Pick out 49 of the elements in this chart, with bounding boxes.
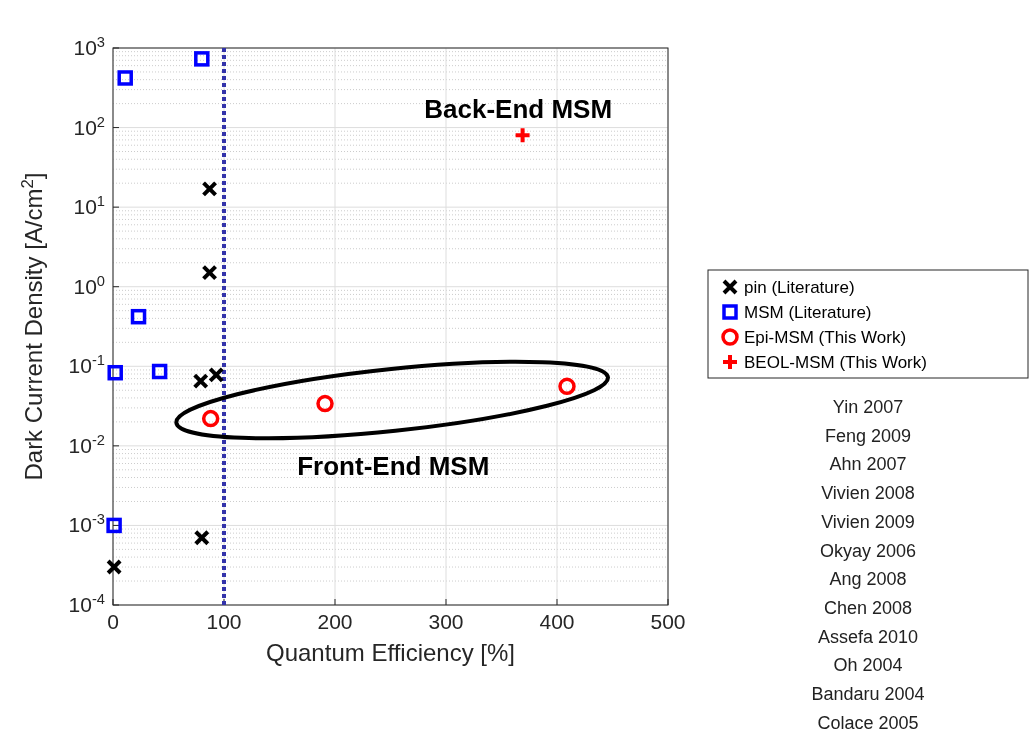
x-axis-title: Quantum Efficiency [%]: [266, 639, 515, 666]
y-tick-label: 10$^{1}$: [73, 193, 105, 219]
text: Yin 2007: [832, 397, 904, 417]
text: Okyay 2006: [819, 540, 917, 561]
y-tick-label: 10$^{-1}$: [68, 352, 105, 378]
legend-label: pin (Literature): [744, 278, 855, 297]
point: [201, 264, 218, 281]
text: Bandaru 2004: [811, 684, 925, 704]
point: [316, 394, 334, 413]
point: [106, 517, 122, 534]
y-tick-label: 10$^{-4}$: [68, 591, 105, 616]
point: [513, 126, 532, 145]
text: Assefa 2010: [817, 626, 919, 647]
text: Ahn 2007: [829, 454, 907, 475]
x-tick-label: 200: [317, 610, 353, 633]
point: [192, 373, 209, 390]
point: [201, 180, 218, 197]
y-tick-label: 10$^{-2}$: [68, 431, 105, 457]
point: [193, 529, 210, 546]
y-tick-label: 10$^{2}$: [73, 113, 105, 139]
point: [130, 308, 147, 325]
point: [106, 559, 123, 576]
text: Oh 2004: [833, 655, 903, 676]
legend-label: MSM (Literature): [744, 303, 872, 322]
annotation: Back-End MSM: [424, 94, 613, 125]
y-tick-label: 10$^{3}$: [73, 34, 105, 59]
x-tick-label: 400: [539, 610, 575, 633]
x-tick-label: 500: [650, 610, 686, 633]
x-tick-label: 0: [107, 610, 119, 633]
text: Ang 2008: [829, 569, 907, 590]
point: [151, 363, 168, 380]
text: Vivien 2008: [821, 483, 915, 504]
x-tick-label: 300: [428, 610, 464, 633]
point: [558, 377, 576, 396]
point: [107, 364, 123, 381]
point: [201, 409, 220, 428]
point: [117, 70, 133, 86]
text: Colace 2005: [817, 712, 919, 732]
text: Chen 2008: [823, 597, 913, 618]
point: [208, 366, 225, 383]
text: Vivien 2009: [821, 511, 915, 532]
x-tick-label: 100: [206, 610, 242, 633]
legend-label: Epi-MSM (This Work): [744, 328, 907, 347]
annotation: Front-End MSM: [297, 451, 490, 482]
point: [194, 51, 210, 67]
y-tick-label: 10$^{0}$: [73, 272, 105, 298]
text: Feng 2009: [824, 425, 912, 446]
y-tick-label: 10$^{-3}$: [68, 511, 105, 537]
legend-label: BEOL-MSM (This Work): [744, 353, 927, 372]
